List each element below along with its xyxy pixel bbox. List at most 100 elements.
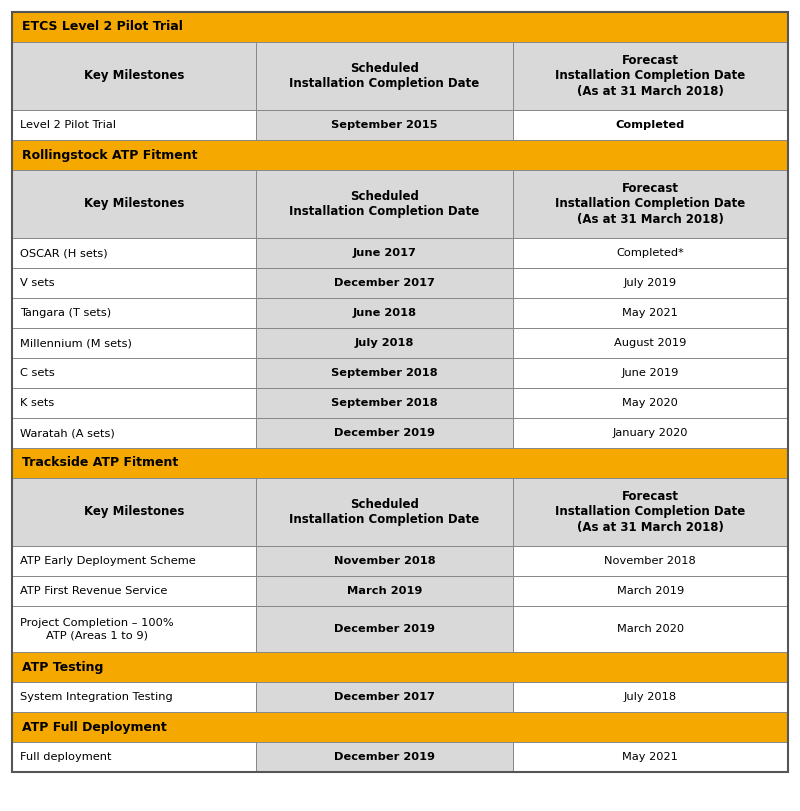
Text: June 2018: June 2018 [353,308,417,318]
Text: December 2019: December 2019 [334,428,435,438]
Text: Scheduled
Installation Completion Date: Scheduled Installation Completion Date [290,190,480,218]
Bar [513,546,788,576]
Bar [12,238,257,268]
Text: OSCAR (H sets): OSCAR (H sets) [20,248,108,258]
Bar [257,546,513,576]
Bar [12,328,257,358]
Text: Forecast
Installation Completion Date
(As at 31 March 2018): Forecast Installation Completion Date (A… [555,490,746,534]
Text: December 2019: December 2019 [334,752,435,762]
Text: Project Completion – 100%
ATP (Areas 1 to 9): Project Completion – 100% ATP (Areas 1 t… [20,618,174,640]
Bar [513,418,788,448]
Text: Trackside ATP Fitment: Trackside ATP Fitment [22,457,178,470]
Text: ATP Early Deployment Scheme: ATP Early Deployment Scheme [20,556,196,566]
Bar [513,110,788,140]
Text: June 2019: June 2019 [622,368,679,378]
Text: System Integration Testing: System Integration Testing [20,692,173,702]
Bar [12,478,257,546]
Text: May 2020: May 2020 [622,398,678,408]
Bar [257,478,513,546]
Text: Level 2 Pilot Trial: Level 2 Pilot Trial [20,120,116,130]
Text: Forecast
Installation Completion Date
(As at 31 March 2018): Forecast Installation Completion Date (A… [555,54,746,98]
Bar [513,742,788,772]
Text: September 2015: September 2015 [331,120,438,130]
Bar [12,140,788,170]
Text: December 2017: December 2017 [334,692,435,702]
Bar [257,388,513,418]
Text: Scheduled
Installation Completion Date: Scheduled Installation Completion Date [290,62,480,91]
Text: November 2018: November 2018 [334,556,435,566]
Bar [257,110,513,140]
Bar [12,170,257,238]
Bar [257,268,513,298]
Text: Full deployment: Full deployment [20,752,111,762]
Bar [12,418,257,448]
Bar [257,328,513,358]
Text: July 2018: July 2018 [354,338,414,348]
Text: Millennium (M sets): Millennium (M sets) [20,338,132,348]
Bar [257,606,513,652]
Text: Waratah (A sets): Waratah (A sets) [20,428,114,438]
Text: Forecast
Installation Completion Date
(As at 31 March 2018): Forecast Installation Completion Date (A… [555,182,746,226]
Bar [12,576,257,606]
Text: Key Milestones: Key Milestones [84,70,185,83]
Text: May 2021: May 2021 [622,308,678,318]
Text: C sets: C sets [20,368,54,378]
Text: Completed*: Completed* [616,248,684,258]
Text: March 2020: March 2020 [617,624,684,634]
Text: Completed: Completed [616,120,685,130]
Bar [257,418,513,448]
Bar [513,238,788,268]
Bar [12,268,257,298]
Bar [513,478,788,546]
Bar [257,170,513,238]
Text: V sets: V sets [20,278,54,288]
Bar [12,12,788,42]
Text: ATP Testing: ATP Testing [22,660,103,673]
Bar [513,358,788,388]
Text: March 2019: March 2019 [617,586,684,596]
Bar [257,358,513,388]
Bar [513,682,788,712]
Bar [12,298,257,328]
Bar [513,298,788,328]
Bar [257,238,513,268]
Bar [257,682,513,712]
Bar [12,742,257,772]
Text: Key Milestones: Key Milestones [84,198,185,211]
Bar [513,328,788,358]
Text: ATP Full Deployment: ATP Full Deployment [22,720,166,733]
Bar [513,606,788,652]
Bar [12,682,257,712]
Text: K sets: K sets [20,398,54,408]
Bar [257,298,513,328]
Bar [12,448,788,478]
Bar [12,358,257,388]
Bar [12,606,257,652]
Bar [257,576,513,606]
Text: August 2019: August 2019 [614,338,686,348]
Bar [513,388,788,418]
Text: September 2018: September 2018 [331,398,438,408]
Bar [257,742,513,772]
Text: June 2017: June 2017 [353,248,417,258]
Bar [12,110,257,140]
Text: Scheduled
Installation Completion Date: Scheduled Installation Completion Date [290,497,480,526]
Bar [12,546,257,576]
Text: May 2021: May 2021 [622,752,678,762]
Bar [12,712,788,742]
Text: December 2019: December 2019 [334,624,435,634]
Bar [257,42,513,110]
Text: March 2019: March 2019 [346,586,422,596]
Bar [513,170,788,238]
Bar [513,268,788,298]
Text: Key Milestones: Key Milestones [84,505,185,518]
Text: ETCS Level 2 Pilot Trial: ETCS Level 2 Pilot Trial [22,20,183,33]
Text: January 2020: January 2020 [613,428,688,438]
Text: July 2019: July 2019 [624,278,677,288]
Text: December 2017: December 2017 [334,278,435,288]
Bar [513,576,788,606]
Bar [12,42,257,110]
Text: September 2018: September 2018 [331,368,438,378]
Bar [12,652,788,682]
Text: ATP First Revenue Service: ATP First Revenue Service [20,586,167,596]
